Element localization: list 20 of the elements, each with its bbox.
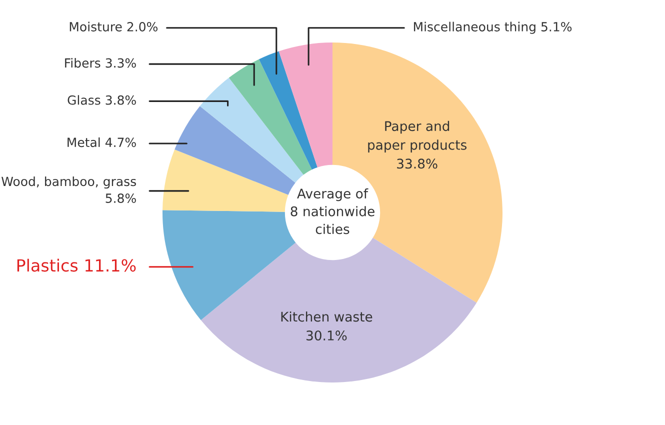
- data-label: 30.1%: [306, 330, 347, 340]
- slice-label: Miscellaneous thing 5.1%: [414, 22, 572, 34]
- slice-label: Kitchen waste: [281, 311, 372, 322]
- donut-slice: [228, 59, 312, 175]
- data-label: 33.8%: [397, 158, 438, 169]
- donut-slice: [258, 51, 318, 170]
- slice-label: Moisture 2.0%: [70, 22, 158, 32]
- donut-slice: [200, 78, 304, 183]
- donut-slice: [174, 106, 296, 195]
- donut-slice: [162, 149, 288, 212]
- donut-slice: [278, 42, 332, 168]
- slice-label: Fibers 3.3%: [65, 58, 136, 68]
- slice-label: Metal 4.7%: [68, 137, 136, 148]
- slice-label: Paper and paper products: [368, 120, 467, 152]
- slice-label: Wood, bamboo, grass: [2, 176, 136, 189]
- slice-label: Glass 3.8%: [68, 95, 136, 105]
- slice-label: Plastics 11.1%: [17, 258, 136, 272]
- donut-slice: [200, 238, 477, 382]
- text: Average of 8 nationwide cities: [290, 188, 374, 234]
- data-label: 5.8%: [106, 194, 136, 203]
